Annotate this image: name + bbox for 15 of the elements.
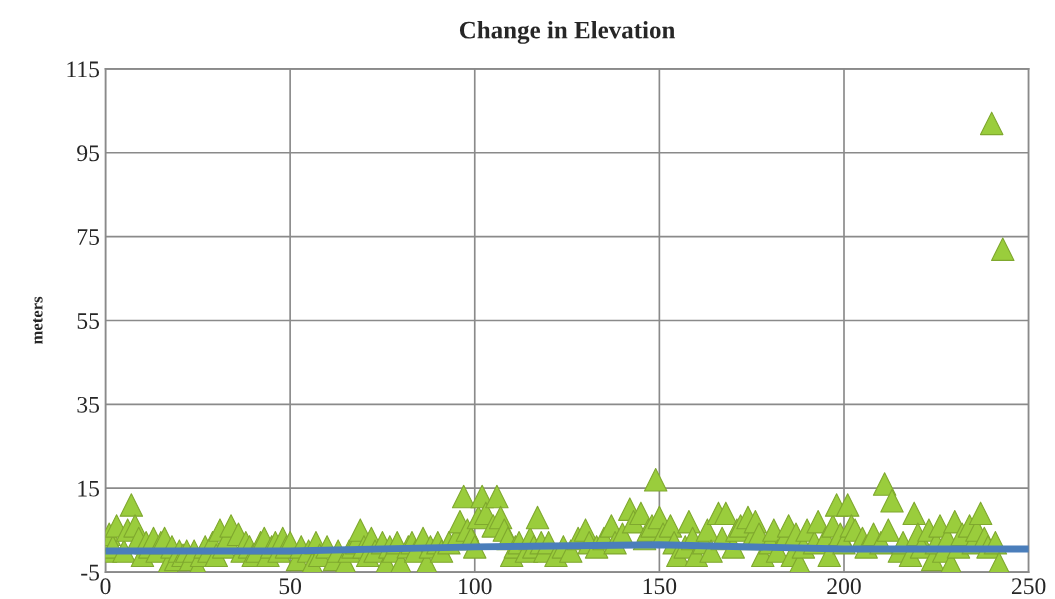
x-tick-label: 100 [459, 578, 492, 595]
x-tick-label: 50 [279, 578, 302, 595]
y-tick-label: 75 [77, 229, 100, 246]
y-tick-label: -5 [81, 564, 100, 581]
x-tick-label: 250 [1011, 578, 1046, 595]
x-tick-label: 200 [827, 578, 861, 595]
x-tick-label: 0 [100, 578, 111, 595]
y-tick-label: 15 [78, 480, 100, 497]
y-tick-label: 55 [77, 313, 100, 329]
y-axis-title: meters [33, 296, 43, 345]
y-tick-label: 95 [77, 145, 100, 162]
y-tick-label: 35 [77, 396, 100, 413]
y-tick-label: 115 [67, 61, 100, 78]
x-tick-label: 150 [643, 578, 677, 595]
chart-title: Change in Elevation [459, 20, 676, 44]
